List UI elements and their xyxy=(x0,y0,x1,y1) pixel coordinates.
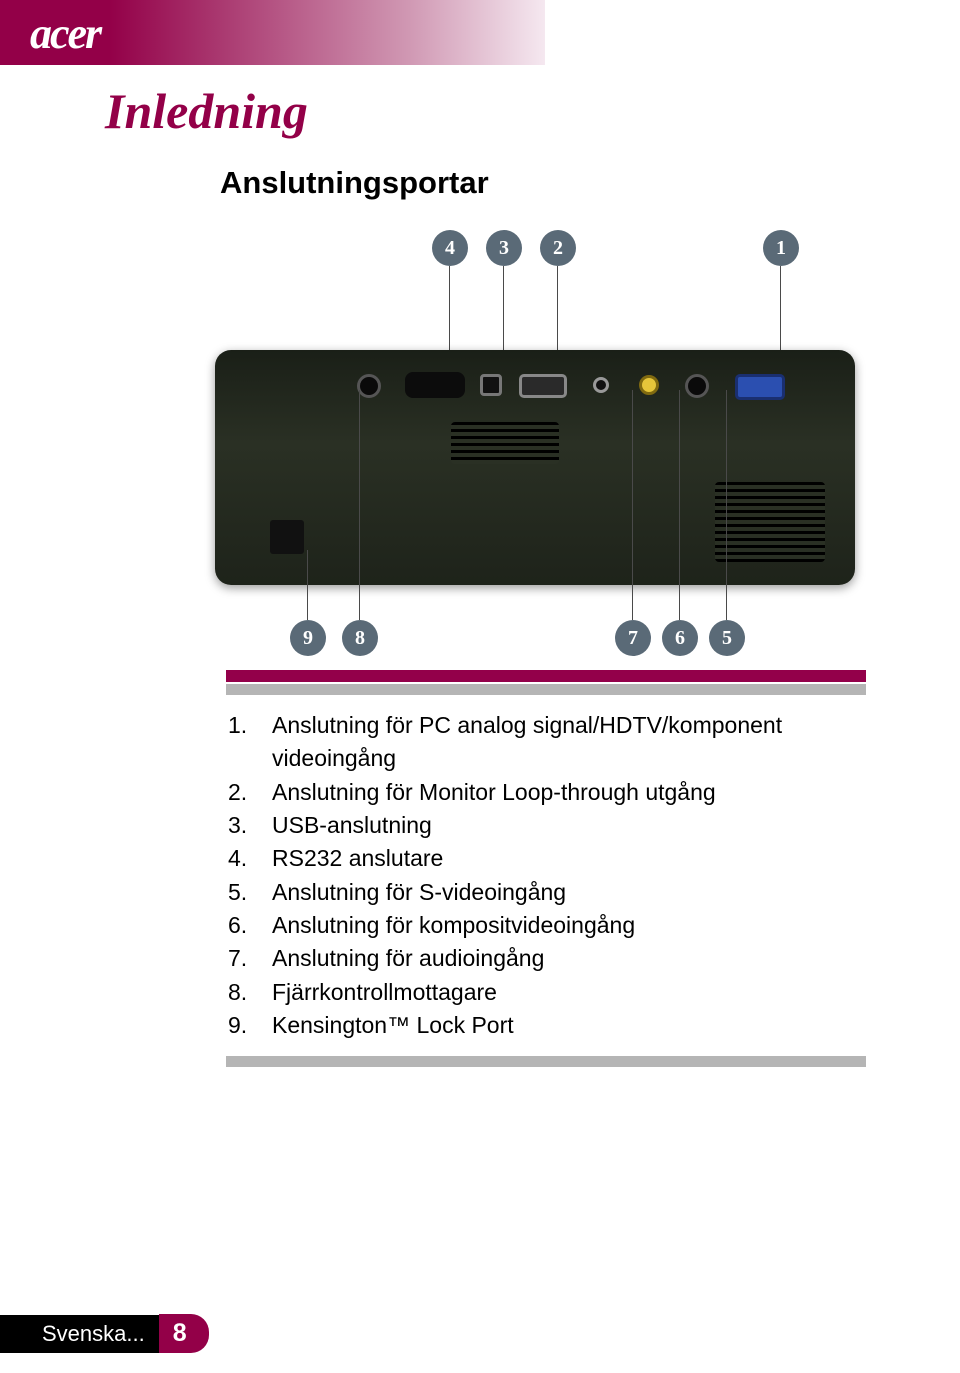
footer-language: Svenska... xyxy=(0,1315,159,1353)
accent-bar xyxy=(226,670,866,682)
projector-rear-panel xyxy=(215,350,855,585)
vent-slats xyxy=(451,422,559,464)
list-num: 4. xyxy=(228,842,272,875)
list-item: 7.Anslutning för audioingång xyxy=(228,942,866,975)
list-num: 6. xyxy=(228,909,272,942)
usb-port xyxy=(480,374,502,396)
list-item: 2.Anslutning för Monitor Loop-through ut… xyxy=(228,776,866,809)
list-item: 4.RS232 anslutare xyxy=(228,842,866,875)
list-text: Kensington™ Lock Port xyxy=(272,1009,514,1042)
leader-line xyxy=(726,390,727,620)
list-text: RS232 anslutare xyxy=(272,842,443,875)
list-num: 1. xyxy=(228,709,272,776)
audio-jack xyxy=(593,377,609,393)
leader-line xyxy=(679,390,680,620)
connection-ports-diagram: 4 3 2 1 9 8 7 6 5 xyxy=(170,230,890,660)
page-footer: Svenska... 8 xyxy=(0,1314,209,1353)
leader-line xyxy=(632,390,633,620)
svideo-port xyxy=(685,374,709,398)
rs232-port xyxy=(405,372,465,398)
list-item: 9.Kensington™ Lock Port xyxy=(228,1009,866,1042)
port-list: 1.Anslutning för PC analog signal/HDTV/k… xyxy=(226,709,866,1042)
kensington-lock xyxy=(270,520,304,554)
list-num: 9. xyxy=(228,1009,272,1042)
callout-marker-1: 1 xyxy=(763,230,799,266)
list-text: Anslutning för kompositvideoingång xyxy=(272,909,635,942)
list-num: 8. xyxy=(228,976,272,1009)
callout-marker-4: 4 xyxy=(432,230,468,266)
list-text: USB-anslutning xyxy=(272,809,432,842)
ir-port xyxy=(357,374,381,398)
composite-port xyxy=(639,375,659,395)
page-subtitle: Anslutningsportar xyxy=(220,165,489,201)
callout-marker-8: 8 xyxy=(342,620,378,656)
list-item: 8.Fjärrkontrollmottagare xyxy=(228,976,866,1009)
brand-logo: acer xyxy=(30,8,100,59)
list-text: Anslutning för Monitor Loop-through utgå… xyxy=(272,776,716,809)
list-text: Anslutning för S-videoingång xyxy=(272,876,566,909)
gray-bar xyxy=(226,1056,866,1067)
list-item: 3.USB-anslutning xyxy=(228,809,866,842)
list-item: 1.Anslutning för PC analog signal/HDTV/k… xyxy=(228,709,866,776)
callout-marker-2: 2 xyxy=(540,230,576,266)
leader-line xyxy=(359,390,360,620)
list-text: Anslutning för PC analog signal/HDTV/kom… xyxy=(272,709,866,776)
section-title: Inledning xyxy=(105,82,308,140)
port-row xyxy=(295,368,815,408)
vent-slats xyxy=(715,482,825,562)
vga-out-port xyxy=(519,374,567,398)
callout-marker-5: 5 xyxy=(709,620,745,656)
list-item: 5.Anslutning för S-videoingång xyxy=(228,876,866,909)
ports-legend: 1.Anslutning för PC analog signal/HDTV/k… xyxy=(226,670,866,1067)
callout-marker-6: 6 xyxy=(662,620,698,656)
list-num: 7. xyxy=(228,942,272,975)
callout-marker-3: 3 xyxy=(486,230,522,266)
list-item: 6.Anslutning för kompositvideoingång xyxy=(228,909,866,942)
list-num: 3. xyxy=(228,809,272,842)
list-text: Fjärrkontrollmottagare xyxy=(272,976,497,1009)
callout-marker-9: 9 xyxy=(290,620,326,656)
list-text: Anslutning för audioingång xyxy=(272,942,544,975)
vga-in-port xyxy=(735,374,785,400)
list-num: 5. xyxy=(228,876,272,909)
leader-line xyxy=(307,550,308,620)
gray-bar xyxy=(226,684,866,695)
footer-page-number: 8 xyxy=(159,1314,209,1353)
list-num: 2. xyxy=(228,776,272,809)
callout-marker-7: 7 xyxy=(615,620,651,656)
